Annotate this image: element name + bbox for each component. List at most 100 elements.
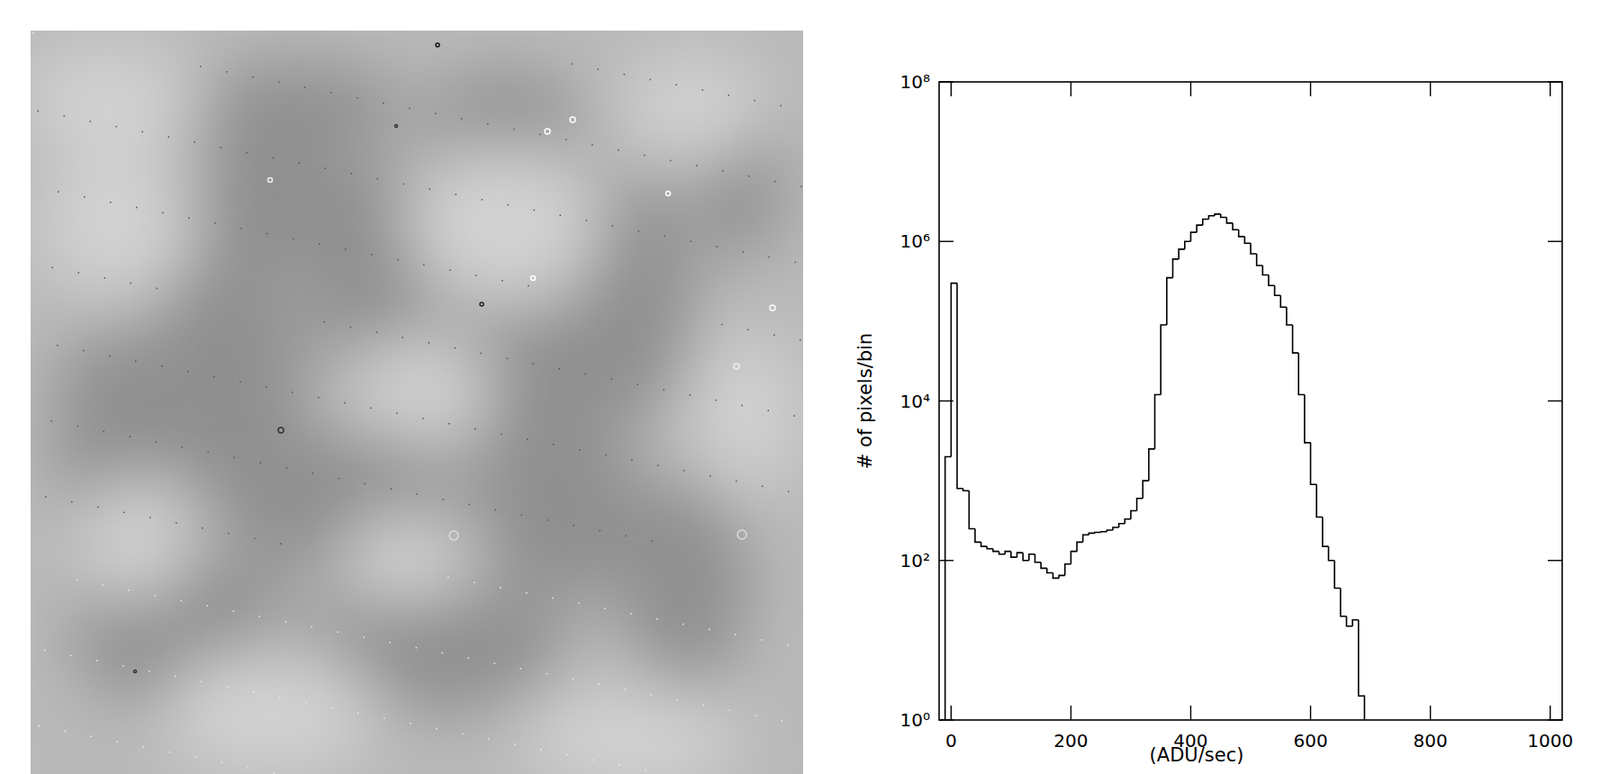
histogram-bin bbox=[1214, 214, 1221, 217]
x-tick-label: 600 bbox=[1292, 730, 1328, 752]
histogram-bin bbox=[1130, 511, 1138, 520]
histogram-bin bbox=[1034, 554, 1041, 563]
histogram-bin bbox=[1304, 394, 1311, 443]
y-tick-right bbox=[1547, 81, 1563, 82]
histogram-bin bbox=[1280, 295, 1287, 308]
histogram-bin bbox=[1196, 225, 1203, 233]
histogram-bin bbox=[1047, 568, 1054, 573]
histogram-bin bbox=[1202, 219, 1210, 226]
histogram-bin bbox=[1166, 278, 1174, 326]
histogram bbox=[945, 214, 1365, 721]
histogram-bin bbox=[1040, 562, 1048, 570]
x-tick-top bbox=[950, 81, 952, 97]
y-tick bbox=[939, 560, 954, 561]
histogram-bin bbox=[950, 283, 958, 458]
histogram-bin bbox=[1322, 517, 1329, 548]
histogram-bin bbox=[1029, 554, 1036, 561]
histogram-bin bbox=[1088, 533, 1095, 535]
y-tick bbox=[939, 719, 954, 721]
histogram-bin bbox=[1017, 552, 1024, 558]
figure: 0200400600800100010⁰10²10⁴10⁶10⁸(ADU/sec… bbox=[0, 0, 1600, 774]
histogram-bin bbox=[1334, 560, 1341, 589]
histogram-bin bbox=[1076, 542, 1084, 552]
histogram-bin bbox=[1065, 564, 1072, 577]
histogram-bin bbox=[1011, 551, 1018, 558]
histogram-bin bbox=[1022, 552, 1030, 561]
histogram-bin bbox=[1316, 484, 1323, 517]
x-tick bbox=[950, 705, 952, 721]
histogram-bin bbox=[1262, 265, 1269, 276]
histogram-bin bbox=[1256, 253, 1264, 266]
y-tick-label: 10⁰ bbox=[900, 709, 931, 732]
histogram-bin bbox=[1178, 249, 1185, 260]
histogram-bin bbox=[1094, 532, 1102, 534]
x-tick bbox=[1429, 705, 1431, 721]
y-tick-label: 10⁸ bbox=[900, 71, 931, 93]
histogram-bin bbox=[1148, 449, 1156, 481]
x-tick-top bbox=[1549, 81, 1551, 97]
histogram-bin bbox=[957, 283, 964, 489]
histogram-bin bbox=[1286, 307, 1293, 326]
histogram-bin bbox=[1352, 620, 1359, 627]
histogram-bin bbox=[1310, 442, 1318, 485]
histogram-bin bbox=[1004, 551, 1012, 555]
histogram-bin bbox=[1340, 587, 1347, 616]
histogram-bin bbox=[1232, 223, 1239, 230]
histogram-bin bbox=[993, 549, 1000, 552]
y-tick-label: 10² bbox=[900, 550, 931, 572]
x-tick-top bbox=[1310, 81, 1311, 97]
x-tick bbox=[1549, 705, 1551, 721]
y-tick-right bbox=[1547, 719, 1563, 721]
histogram-bin bbox=[981, 542, 988, 547]
histogram-bin bbox=[1346, 616, 1353, 627]
histogram-bin bbox=[963, 488, 970, 491]
histogram-bin bbox=[1160, 325, 1167, 396]
histogram-bin bbox=[1208, 216, 1215, 220]
y-tick-right bbox=[1547, 560, 1563, 561]
histogram-bin bbox=[1173, 259, 1180, 279]
histogram-bin bbox=[945, 456, 952, 721]
histogram-bin bbox=[999, 551, 1006, 555]
x-tick-top bbox=[1429, 81, 1431, 97]
histogram-bin bbox=[1292, 325, 1300, 353]
histogram-bin bbox=[986, 546, 994, 550]
histogram-bin bbox=[1052, 572, 1059, 579]
histogram-bin bbox=[1112, 527, 1120, 531]
x-tick bbox=[1310, 705, 1311, 721]
histogram-bin bbox=[1298, 352, 1305, 395]
x-tick bbox=[1190, 705, 1192, 721]
histogram-bin bbox=[1238, 229, 1246, 237]
histogram-bin bbox=[1184, 241, 1192, 250]
histogram-bin bbox=[1101, 531, 1108, 534]
histogram-bin bbox=[1119, 524, 1126, 528]
x-tick bbox=[1070, 705, 1072, 721]
histogram-bin bbox=[1274, 285, 1282, 296]
x-tick-label: 0 bbox=[945, 730, 958, 752]
histogram-bin bbox=[1250, 243, 1257, 254]
histogram-bin bbox=[1226, 217, 1233, 224]
histogram-bin bbox=[1358, 620, 1365, 721]
x-axis-title: (ADU/sec) bbox=[1149, 744, 1245, 767]
histogram-bin bbox=[1142, 480, 1149, 499]
x-tick-top bbox=[1070, 81, 1072, 97]
y-axis-title: # of pixels/bin bbox=[854, 333, 877, 470]
y-tick bbox=[939, 400, 954, 402]
x-tick-label: 200 bbox=[1053, 730, 1088, 752]
plot-frame bbox=[939, 81, 1563, 721]
x-tick-label: 800 bbox=[1413, 730, 1448, 752]
x-tick-label: 1000 bbox=[1527, 730, 1573, 752]
histogram-bin bbox=[1083, 534, 1090, 543]
histogram-bin bbox=[968, 490, 976, 529]
histogram-bin bbox=[1155, 394, 1162, 449]
histogram-bin bbox=[1220, 214, 1228, 218]
histogram-bin bbox=[1124, 519, 1131, 525]
histogram-bin bbox=[1190, 232, 1197, 242]
histogram-bin bbox=[1137, 498, 1144, 512]
histogram-bin bbox=[1058, 575, 1066, 579]
y-tick bbox=[939, 241, 954, 243]
histogram-bin bbox=[1106, 530, 1113, 533]
histogram-bin bbox=[1268, 274, 1275, 286]
histogram-bin bbox=[975, 528, 982, 543]
histogram-bin bbox=[1328, 546, 1336, 561]
histogram-bin bbox=[1070, 551, 1077, 565]
